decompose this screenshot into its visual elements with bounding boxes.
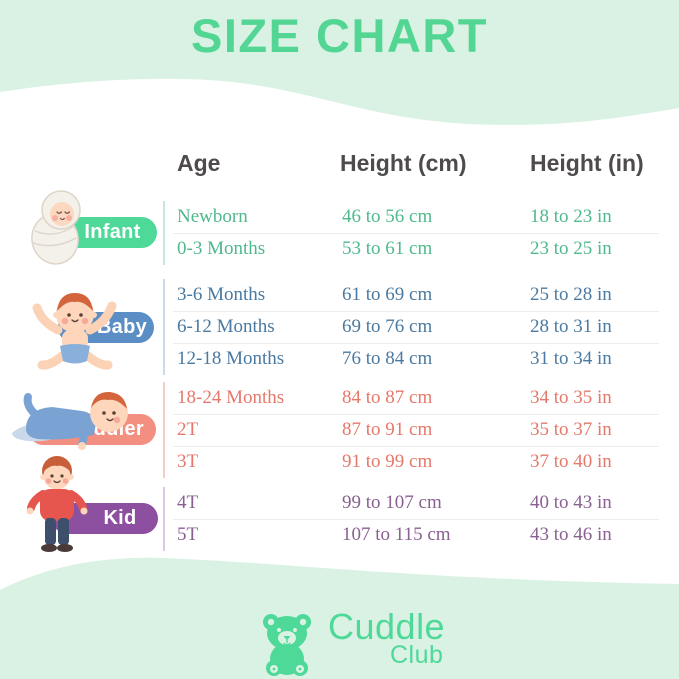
height-in-cell: 43 to 46 in bbox=[530, 524, 612, 545]
page-title: SIZE CHART bbox=[191, 9, 488, 62]
infant-illustration bbox=[31, 190, 81, 265]
bottom-wave-background bbox=[0, 557, 679, 679]
table-row: 0-3 Months 53 to 61 cm 23 to 25 in bbox=[165, 233, 663, 265]
brand-name: Cuddle bbox=[328, 606, 446, 647]
table-row: 6-12 Months 69 to 76 cm 28 to 31 in bbox=[165, 311, 663, 343]
height-in-cell: 23 to 25 in bbox=[530, 238, 612, 259]
height-cm-cell: 107 to 115 cm bbox=[342, 524, 451, 545]
age-cell: 0-3 Months bbox=[177, 238, 266, 259]
height-in-cell: 34 to 35 in bbox=[530, 387, 612, 408]
table-row: Newborn 46 to 56 cm 18 to 23 in bbox=[165, 201, 663, 233]
height-cm-cell: 53 to 61 cm bbox=[342, 238, 433, 259]
height-in-cell: 28 to 31 in bbox=[530, 316, 612, 337]
height-in-cell: 35 to 37 in bbox=[530, 419, 612, 440]
height-cm-cell: 99 to 107 cm bbox=[342, 492, 442, 513]
age-cell: 18-24 Months bbox=[177, 387, 285, 408]
age-cell: 3T bbox=[177, 451, 199, 472]
height-in-cell: 40 to 43 in bbox=[530, 492, 612, 513]
brand-subname: Club bbox=[390, 641, 444, 669]
age-cell: 12-18 Months bbox=[177, 348, 285, 369]
height-cm-cell: 84 to 87 cm bbox=[342, 387, 433, 408]
table-row: 3T 91 to 99 cm 37 to 40 in bbox=[165, 446, 663, 478]
table-group-toddler: 18-24 Months 84 to 87 cm 34 to 35 in 2T … bbox=[163, 382, 663, 478]
table-row: 12-18 Months 76 to 84 cm 31 to 34 in bbox=[165, 343, 663, 375]
table-header: Age Height (cm) Height (in) bbox=[163, 150, 663, 180]
kid-illustration bbox=[26, 456, 88, 552]
age-cell: Newborn bbox=[177, 206, 248, 227]
height-in-cell: 25 to 28 in bbox=[530, 284, 612, 305]
column-header-age: Age bbox=[177, 150, 221, 176]
table-row: 4T 99 to 107 cm 40 to 43 in bbox=[165, 487, 663, 519]
height-cm-cell: 76 to 84 cm bbox=[342, 348, 433, 369]
table-group-baby: 3-6 Months 61 to 69 cm 25 to 28 in 6-12 … bbox=[163, 279, 663, 375]
height-in-cell: 31 to 34 in bbox=[530, 348, 612, 369]
height-cm-cell: 69 to 76 cm bbox=[342, 316, 433, 337]
table-group-kid: 4T 99 to 107 cm 40 to 43 in 5T 107 to 11… bbox=[163, 487, 663, 551]
toddler-illustration bbox=[12, 391, 128, 450]
column-header-height-cm: Height (cm) bbox=[340, 150, 467, 176]
column-header-height-in: Height (in) bbox=[530, 150, 644, 176]
table-row: 2T 87 to 91 cm 35 to 37 in bbox=[165, 414, 663, 446]
top-wave-background bbox=[0, 0, 679, 125]
teddy-bear-icon bbox=[263, 614, 311, 676]
height-cm-cell: 61 to 69 cm bbox=[342, 284, 433, 305]
age-cell: 5T bbox=[177, 524, 199, 545]
age-cell: 2T bbox=[177, 419, 199, 440]
table-row: 18-24 Months 84 to 87 cm 34 to 35 in bbox=[165, 382, 663, 414]
height-in-cell: 37 to 40 in bbox=[530, 451, 612, 472]
table-row: 5T 107 to 115 cm 43 to 46 in bbox=[165, 519, 663, 551]
table-group-infant: Newborn 46 to 56 cm 18 to 23 in 0-3 Mont… bbox=[163, 201, 663, 265]
height-cm-cell: 46 to 56 cm bbox=[342, 206, 433, 227]
height-cm-cell: 87 to 91 cm bbox=[342, 419, 433, 440]
age-cell: 6-12 Months bbox=[177, 316, 275, 337]
age-cell: 4T bbox=[177, 492, 199, 513]
table-row: 3-6 Months 61 to 69 cm 25 to 28 in bbox=[165, 279, 663, 311]
height-cm-cell: 91 to 99 cm bbox=[342, 451, 433, 472]
age-cell: 3-6 Months bbox=[177, 284, 266, 305]
baby-illustration bbox=[32, 293, 117, 370]
height-in-cell: 18 to 23 in bbox=[530, 206, 612, 227]
